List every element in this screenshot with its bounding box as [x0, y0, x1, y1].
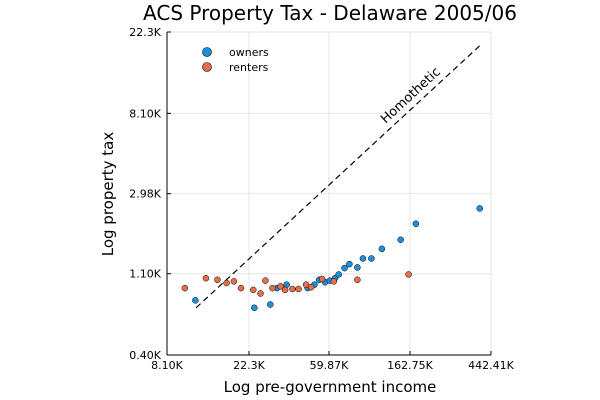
renters-point: [262, 277, 269, 284]
renters-point: [223, 279, 230, 287]
owners-point: [335, 271, 342, 278]
legend-marker-owners: [202, 47, 212, 57]
legend-label-owners: owners: [229, 46, 269, 59]
renters-point: [250, 286, 257, 294]
renters-point: [202, 274, 210, 282]
renters-point: [330, 278, 338, 285]
renters-point: [237, 284, 245, 292]
x-axis-label: Log pre-government income: [224, 378, 437, 396]
chart-title: ACS Property Tax - Delaware 2005/06: [143, 1, 517, 25]
owners-point: [251, 304, 258, 312]
x-tick-label: 22.3K: [233, 359, 265, 372]
renters-point: [269, 284, 276, 292]
owners-point: [412, 220, 420, 227]
homothetic-line: [195, 45, 481, 309]
renters-point: [289, 285, 296, 293]
owners-point: [346, 260, 353, 268]
y-tick-label: 1.10K: [129, 268, 161, 281]
legend-marker-renters: [202, 62, 212, 72]
renters-point: [295, 285, 302, 293]
y-tick-label: 0.40K: [129, 349, 161, 362]
renters-point: [181, 284, 189, 292]
renters-point: [230, 278, 238, 285]
owners-point: [397, 236, 404, 243]
legend: owners renters: [202, 46, 269, 74]
owners-point: [354, 264, 361, 271]
owners-point: [192, 297, 199, 304]
y-tick-label: 22.3K: [129, 26, 161, 39]
y-tick-labels: 0.40K 1.10K 2.98K 8.10K 22.3K: [129, 26, 171, 362]
owners-point: [359, 255, 367, 262]
x-tick-label: 8.10K: [151, 359, 183, 372]
owners-point: [267, 301, 274, 308]
x-tick-label: 59.87K: [310, 359, 349, 372]
x-tick-label: 442.41K: [468, 359, 514, 372]
renters-point: [257, 290, 264, 297]
renters-point: [354, 276, 361, 284]
owners-point: [341, 264, 348, 272]
owners-point: [368, 255, 375, 262]
x-tick-labels: 8.10K 22.3K 59.87K 162.75K 442.41K: [151, 351, 515, 372]
renters-point: [307, 283, 315, 291]
owners-point: [476, 205, 483, 212]
renters-point: [302, 281, 310, 288]
renters-point: [318, 275, 326, 283]
renters-point: [277, 283, 284, 290]
renters-point: [405, 271, 412, 278]
legend-label-renters: renters: [229, 61, 269, 74]
y-axis-label: Log property tax: [99, 132, 117, 257]
renters-point: [214, 276, 221, 284]
y-tick-label: 8.10K: [129, 107, 161, 120]
data-points: [181, 205, 483, 312]
renters-point: [281, 286, 289, 294]
owners-point: [378, 245, 386, 253]
y-tick-label: 2.98K: [129, 188, 161, 201]
x-tick-label: 162.75K: [387, 359, 433, 372]
